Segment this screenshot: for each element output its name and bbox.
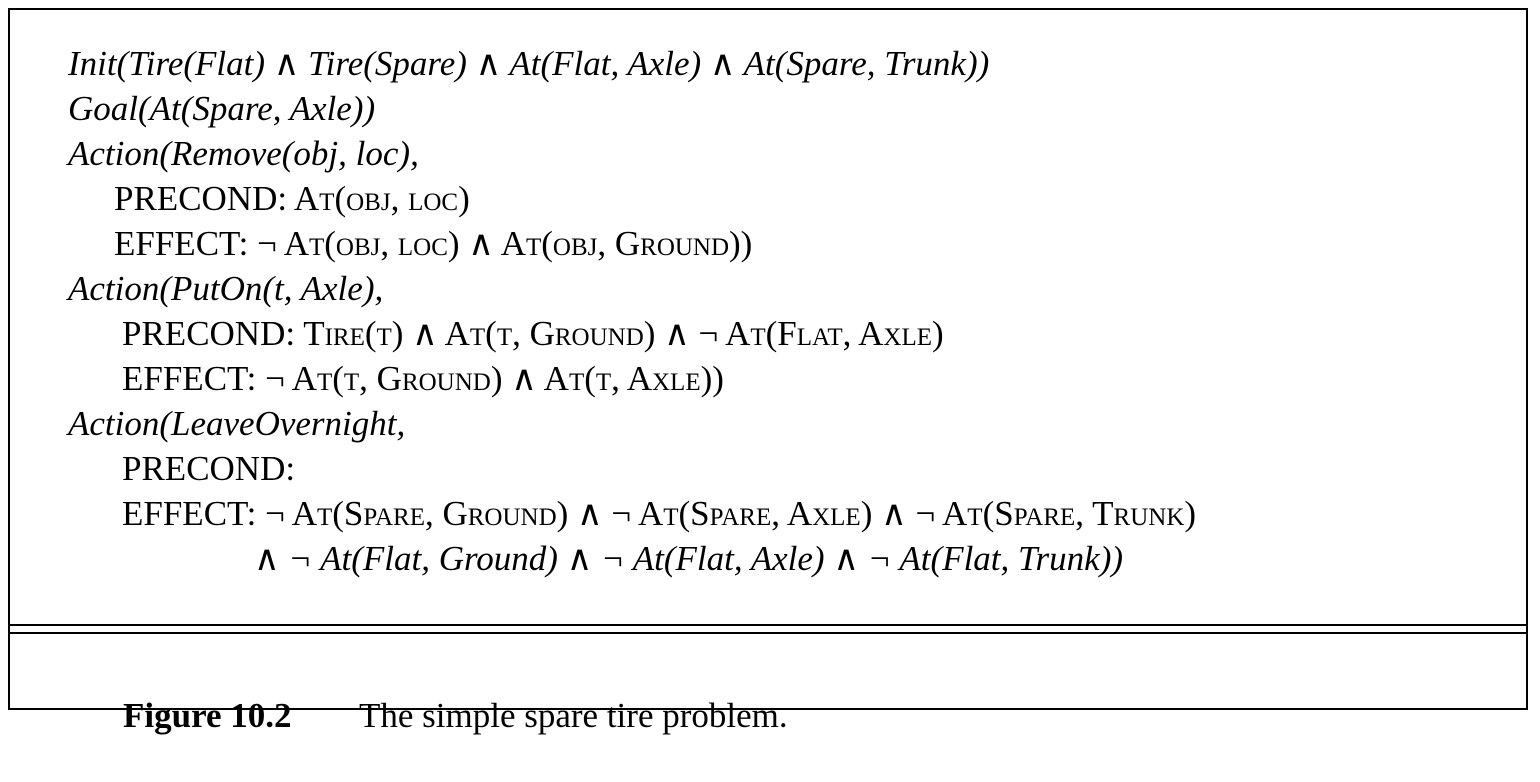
action-puton-line: Action(PutOn(t, Axle), — [68, 269, 384, 308]
caption-rule-upper — [10, 624, 1526, 626]
figure-caption: Figure 10.2 The simple spare tire problem… — [88, 650, 788, 782]
pddl-code-block: Init(Tire(Flat) ∧ Tire(Spare) ∧ At(Flat,… — [10, 10, 1526, 628]
puton-precond-line: PRECOND: Tire(t) ∧ At(t, Ground) ∧ ¬ At(… — [122, 314, 944, 353]
figure-caption-text: The simple spare tire problem. — [359, 696, 788, 735]
leaveovernight-effect-continuation: ∧ ¬ At(Flat, Ground) ∧ ¬ At(Flat, Axle) … — [254, 539, 1124, 578]
action-leaveovernight-line: Action(LeaveOvernight, — [68, 404, 406, 443]
goal-line: Goal(At(Spare, Axle)) — [68, 89, 376, 128]
leaveovernight-effect-line: EFFECT: ¬ At(Spare, Ground) ∧ ¬ At(Spare… — [122, 494, 1197, 533]
puton-effect-line: EFFECT: ¬ At(t, Ground) ∧ At(t, Axle)) — [122, 359, 724, 398]
remove-effect-line: EFFECT: ¬ At(obj, loc) ∧ At(obj, Ground)… — [114, 224, 753, 263]
figure-frame: Init(Tire(Flat) ∧ Tire(Spare) ∧ At(Flat,… — [8, 8, 1528, 735]
init-line: Init(Tire(Flat) ∧ Tire(Spare) ∧ At(Flat,… — [68, 44, 990, 83]
remove-precond-line: PRECOND: At(obj, loc) — [114, 179, 470, 218]
figure-label: Figure 10.2 — [123, 696, 292, 735]
caption-rule-lower — [10, 632, 1526, 634]
leaveovernight-precond-line: PRECOND: — [122, 449, 296, 488]
action-remove-line: Action(Remove(obj, loc), — [68, 134, 419, 173]
